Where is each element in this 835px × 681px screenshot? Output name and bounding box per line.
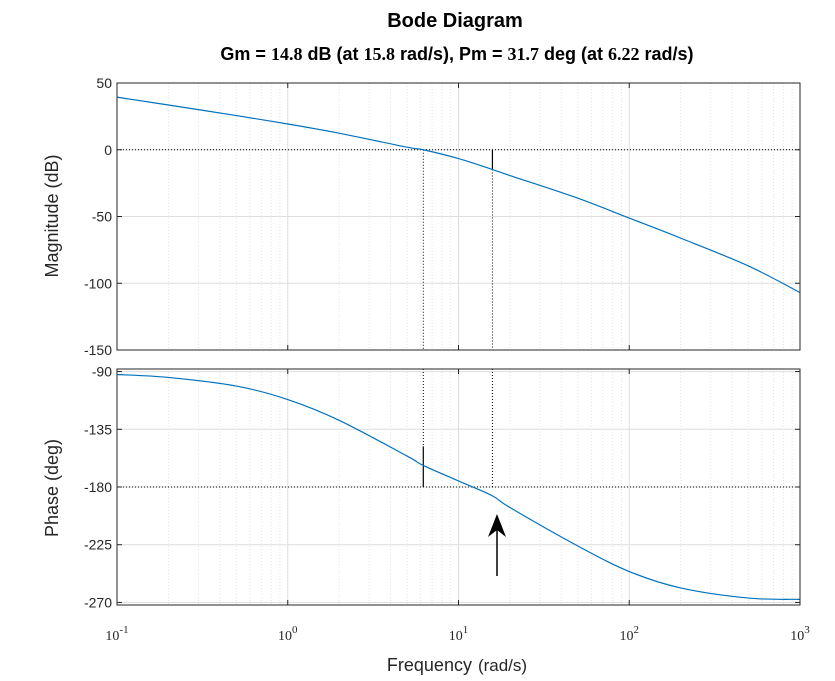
x-tick-label: 101 <box>449 624 469 644</box>
x-axis-label-text: Frequency <box>387 655 472 675</box>
chart-subtitle: Gm = 14.8 dB (at 15.8 rad/s), Pm = 31.7 … <box>220 44 693 64</box>
y-tick-label: -225 <box>84 537 112 553</box>
x-axis-label-unit: (rad/s) <box>478 656 527 675</box>
x-axis-label: Frequency (rad/s) <box>387 655 527 675</box>
phase-axes-box <box>116 368 801 606</box>
magnitude-series-line <box>116 96 801 294</box>
y-tick-label: -100 <box>84 275 112 291</box>
y-tick-label: 50 <box>96 75 112 91</box>
y-tick-label: -135 <box>84 421 112 437</box>
pm-freq: 6.22 <box>608 44 640 64</box>
gm-freq-unit: rad/s), <box>395 44 459 64</box>
phase-margin-markers <box>117 369 800 488</box>
y-tick-label: -180 <box>84 479 112 495</box>
phase-y-ticks: -90 -135 -180 -225 -270 <box>84 364 801 610</box>
pm-value: 31.7 <box>508 44 540 64</box>
magnitude-y-label: Magnitude (dB) <box>42 154 62 277</box>
gm-label: Gm = <box>220 44 271 64</box>
magnitude-grid <box>116 82 800 351</box>
y-tick-label: -50 <box>92 209 112 225</box>
magnitude-panel: 50 0 -50 -100 -150 <box>84 75 801 358</box>
x-tick-label: 10-1 <box>105 624 128 644</box>
x-tick-labels: 10-1 100 101 102 103 <box>105 624 810 644</box>
x-tick-label: 103 <box>790 624 810 644</box>
y-tick-label: 0 <box>104 142 112 158</box>
phase-y-label: Phase (deg) <box>42 439 62 537</box>
phase-panel: -90 -135 -180 -225 -270 <box>84 364 801 610</box>
y-tick-label: -270 <box>84 594 112 610</box>
pm-label: Pm = <box>459 44 508 64</box>
phase-series-line <box>116 373 801 600</box>
chart-title: Bode Diagram <box>387 10 523 32</box>
x-tick-label: 100 <box>278 624 298 644</box>
magnitude-axes-box <box>116 82 801 351</box>
magnitude-margin-markers <box>117 149 800 350</box>
pm-freq-unit: rad/s) <box>640 44 694 64</box>
gm-unit: dB (at <box>302 44 363 64</box>
gm-freq: 15.8 <box>363 44 395 64</box>
pm-unit: deg (at <box>539 44 608 64</box>
x-tick-label: 102 <box>620 624 640 644</box>
gm-value: 14.8 <box>271 44 303 64</box>
arrow-icon <box>488 514 506 576</box>
magnitude-y-ticks: 50 0 -50 -100 -150 <box>84 75 801 358</box>
y-tick-label: -90 <box>92 364 112 380</box>
y-tick-label: -150 <box>84 342 112 358</box>
